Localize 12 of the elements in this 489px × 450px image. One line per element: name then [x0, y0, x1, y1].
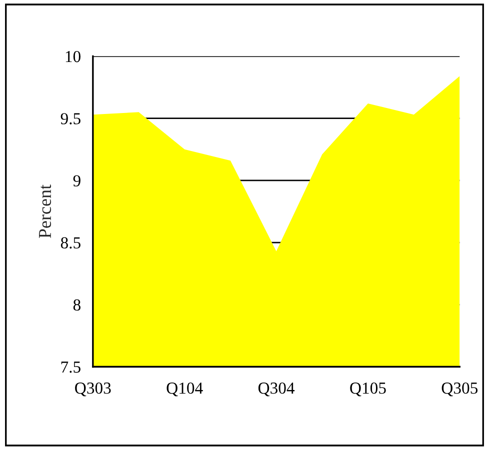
- x-tick-label: Q105: [350, 382, 386, 396]
- x-tick-label: Q104: [166, 382, 203, 396]
- y-tick-label: 8.5: [60, 237, 80, 249]
- x-tick-label: Q305: [442, 382, 478, 396]
- x-tick-label: Q304: [258, 382, 295, 396]
- x-tick-label: Q303: [75, 382, 111, 396]
- y-axis-title: Percent: [39, 184, 52, 238]
- y-tick-label: 7.5: [61, 362, 80, 373]
- y-tick-label: 9: [73, 175, 80, 186]
- y-tick-label: 10: [66, 50, 80, 62]
- y-tick-label: 9.5: [60, 113, 80, 124]
- y-tick-label: 8: [73, 299, 80, 311]
